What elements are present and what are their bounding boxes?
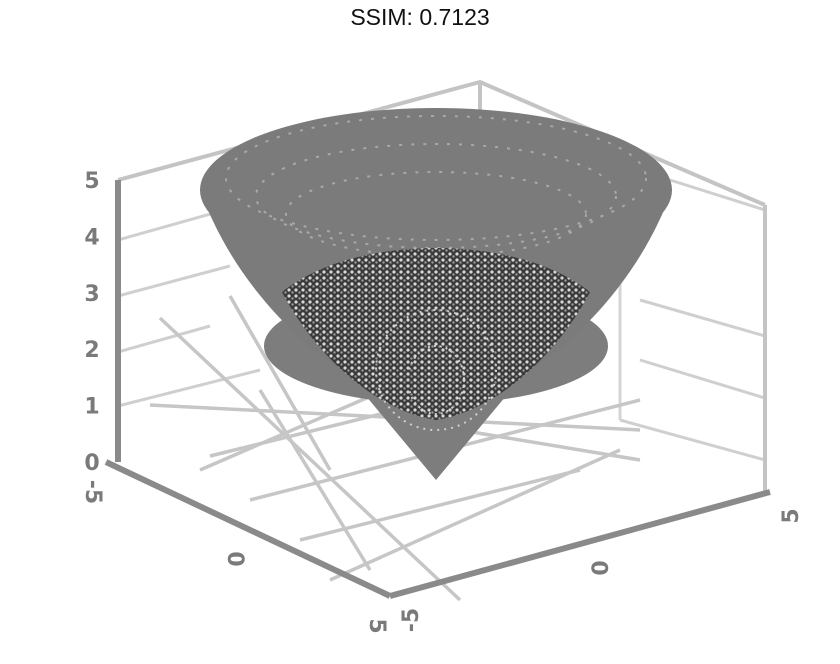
z-tick-label: 4: [84, 225, 99, 250]
y-tick-labels: -5 0 5: [399, 508, 804, 632]
y-tick-label: 0: [589, 560, 614, 575]
y-tick-label: 5: [779, 508, 804, 523]
x-tick-label: 0: [222, 551, 247, 566]
chart-title: SSIM: 0.7123: [350, 4, 490, 30]
cone-surface: [200, 108, 672, 480]
z-tick-label: 0: [84, 451, 99, 476]
x-tick-label: 5: [364, 618, 389, 633]
y-tick-label: -5: [399, 608, 424, 632]
x-tick-labels: -5 0 5: [80, 480, 389, 634]
z-tick-label: 1: [84, 395, 99, 420]
z-tick-label: 3: [84, 282, 99, 307]
x-tick-label: -5: [80, 480, 105, 504]
z-tick-labels: 0 1 2 3 4 5: [84, 169, 99, 476]
z-tick-label: 2: [84, 338, 99, 363]
z-tick-label: 5: [84, 169, 99, 194]
axis-frame: [104, 180, 771, 599]
